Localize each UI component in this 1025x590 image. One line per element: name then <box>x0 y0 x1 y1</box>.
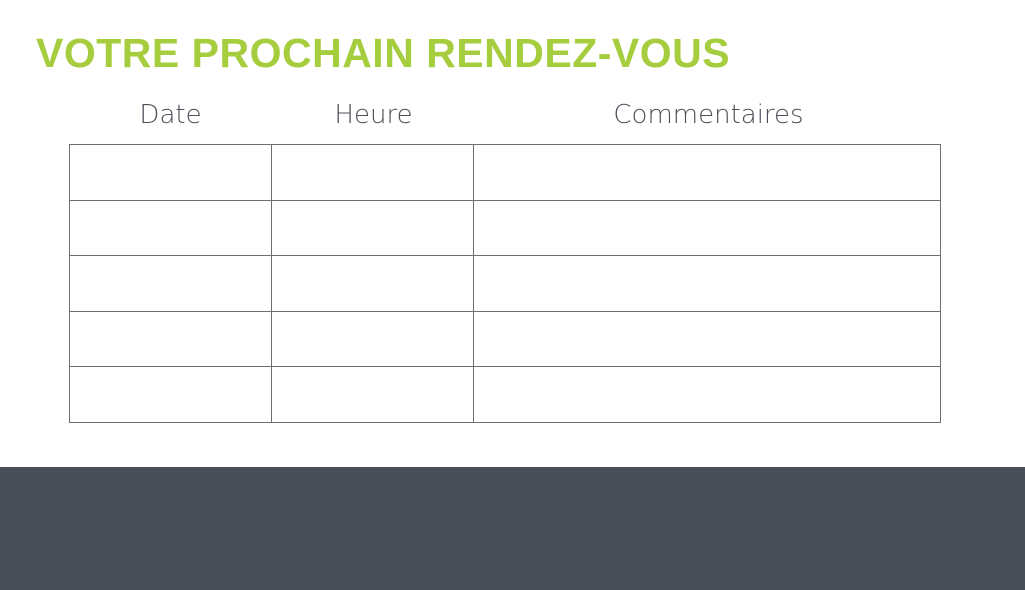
table-row <box>69 199 941 256</box>
date-cell[interactable] <box>69 199 272 256</box>
commentaires-cell[interactable] <box>473 310 941 367</box>
date-cell[interactable] <box>69 310 272 367</box>
commentaires-cell[interactable] <box>473 199 941 256</box>
table-row <box>69 366 941 423</box>
heure-cell[interactable] <box>271 310 474 367</box>
table-row <box>69 144 941 201</box>
page-title: VOTRE PROCHAIN RENDEZ-VOUS <box>36 30 731 76</box>
column-header-date: Date <box>139 100 202 130</box>
date-cell[interactable] <box>69 366 272 423</box>
table-row <box>69 310 941 367</box>
heure-cell[interactable] <box>271 144 474 201</box>
heure-cell[interactable] <box>271 199 474 256</box>
footer-band <box>0 467 1025 590</box>
table-header: Date Heure Commentaires <box>69 100 942 134</box>
heure-cell[interactable] <box>271 255 474 312</box>
heure-cell[interactable] <box>271 366 474 423</box>
date-cell[interactable] <box>69 144 272 201</box>
column-header-heure: Heure <box>334 100 413 130</box>
commentaires-cell[interactable] <box>473 366 941 423</box>
date-cell[interactable] <box>69 255 272 312</box>
appointment-table <box>69 144 941 423</box>
table-row <box>69 255 941 312</box>
commentaires-cell[interactable] <box>473 144 941 201</box>
commentaires-cell[interactable] <box>473 255 941 312</box>
column-header-commentaires: Commentaires <box>613 100 804 130</box>
